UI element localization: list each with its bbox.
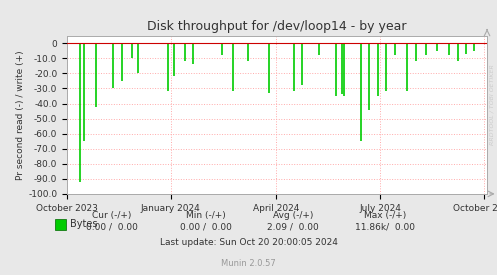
Text: Min (-/+): Min (-/+) — [186, 211, 226, 220]
Text: RRDTOOL / TOBI OETIKER: RRDTOOL / TOBI OETIKER — [490, 64, 495, 145]
Text: Avg (-/+): Avg (-/+) — [273, 211, 314, 220]
Text: 0.00 /  0.00: 0.00 / 0.00 — [86, 222, 138, 231]
Text: 11.86k/  0.00: 11.86k/ 0.00 — [355, 222, 415, 231]
Text: 2.09 /  0.00: 2.09 / 0.00 — [267, 222, 319, 231]
Text: Max (-/+): Max (-/+) — [364, 211, 407, 220]
Y-axis label: Pr second read (-) / write (+): Pr second read (-) / write (+) — [16, 50, 25, 180]
Text: Last update: Sun Oct 20 20:00:05 2024: Last update: Sun Oct 20 20:00:05 2024 — [160, 238, 337, 247]
Text: Cur (-/+): Cur (-/+) — [92, 211, 132, 220]
Text: Munin 2.0.57: Munin 2.0.57 — [221, 259, 276, 268]
Text: Bytes: Bytes — [70, 219, 97, 229]
Title: Disk throughput for /dev/loop14 - by year: Disk throughput for /dev/loop14 - by yea… — [147, 20, 407, 33]
Text: 0.00 /  0.00: 0.00 / 0.00 — [180, 222, 232, 231]
